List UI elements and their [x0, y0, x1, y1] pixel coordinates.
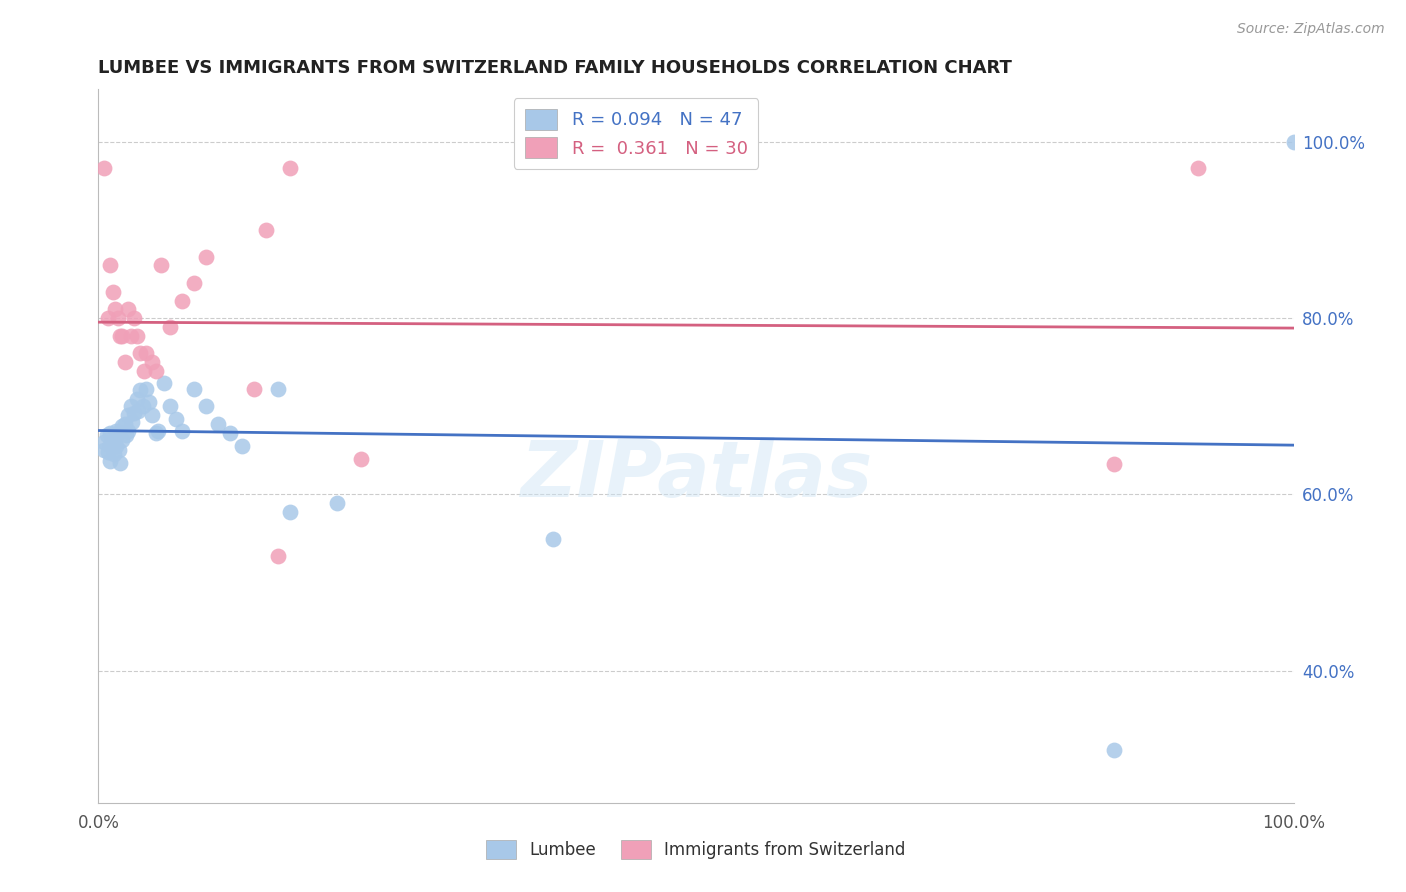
- Point: [105, 439, 128, 453]
- Point: [254, 223, 277, 237]
- Point: [1282, 135, 1305, 149]
- Point: [98, 438, 122, 452]
- Point: [148, 424, 170, 438]
- Legend: Lumbee, Immigrants from Switzerland: Lumbee, Immigrants from Switzerland: [479, 833, 912, 866]
- Point: [96, 427, 118, 442]
- Point: [120, 329, 142, 343]
- Point: [93, 434, 115, 449]
- Point: [97, 311, 120, 326]
- Point: [97, 445, 120, 459]
- Point: [153, 376, 176, 391]
- Point: [326, 496, 349, 510]
- Point: [195, 400, 218, 414]
- Point: [111, 433, 134, 447]
- Point: [120, 400, 142, 414]
- Point: [98, 259, 122, 273]
- Point: [93, 443, 115, 458]
- Point: [135, 346, 157, 360]
- Point: [127, 403, 149, 417]
- Point: [159, 400, 181, 414]
- Point: [108, 456, 131, 470]
- Point: [1104, 743, 1126, 757]
- Point: [1104, 457, 1126, 471]
- Point: [117, 424, 139, 438]
- Point: [243, 382, 266, 396]
- Point: [107, 443, 129, 458]
- Point: [107, 425, 129, 440]
- Point: [207, 417, 229, 431]
- Point: [129, 384, 152, 398]
- Point: [111, 418, 134, 433]
- Point: [124, 311, 146, 326]
- Point: [104, 302, 127, 317]
- Point: [129, 346, 152, 360]
- Point: [141, 355, 163, 369]
- Point: [172, 293, 194, 308]
- Point: [541, 532, 564, 546]
- Point: [125, 392, 148, 407]
- Point: [111, 329, 134, 343]
- Point: [93, 161, 115, 176]
- Point: [231, 439, 253, 453]
- Point: [101, 285, 124, 299]
- Point: [131, 400, 153, 414]
- Point: [101, 434, 124, 449]
- Point: [103, 447, 125, 461]
- Point: [172, 424, 194, 438]
- Point: [124, 406, 146, 420]
- Point: [350, 452, 373, 467]
- Point: [278, 505, 301, 519]
- Point: [114, 355, 136, 369]
- Point: [132, 364, 155, 378]
- Point: [219, 425, 242, 440]
- Point: [141, 408, 163, 422]
- Point: [125, 329, 148, 343]
- Point: [183, 276, 205, 290]
- Point: [138, 395, 160, 409]
- Text: Source: ZipAtlas.com: Source: ZipAtlas.com: [1237, 22, 1385, 37]
- Point: [183, 382, 205, 396]
- Point: [108, 329, 131, 343]
- Point: [98, 425, 122, 440]
- Point: [1187, 161, 1209, 176]
- Point: [115, 427, 138, 442]
- Point: [121, 415, 143, 429]
- Point: [117, 302, 139, 317]
- Point: [278, 161, 301, 176]
- Point: [165, 411, 187, 425]
- Point: [159, 320, 181, 334]
- Point: [267, 549, 290, 563]
- Point: [117, 408, 139, 422]
- Point: [107, 311, 129, 326]
- Point: [145, 425, 167, 440]
- Point: [149, 259, 172, 273]
- Text: ZIPatlas: ZIPatlas: [520, 436, 872, 513]
- Point: [114, 417, 136, 431]
- Text: LUMBEE VS IMMIGRANTS FROM SWITZERLAND FAMILY HOUSEHOLDS CORRELATION CHART: LUMBEE VS IMMIGRANTS FROM SWITZERLAND FA…: [98, 59, 1012, 77]
- Point: [135, 382, 157, 396]
- Point: [145, 364, 167, 378]
- Point: [195, 250, 218, 264]
- Point: [267, 382, 290, 396]
- Point: [105, 424, 128, 438]
- Point: [98, 454, 122, 468]
